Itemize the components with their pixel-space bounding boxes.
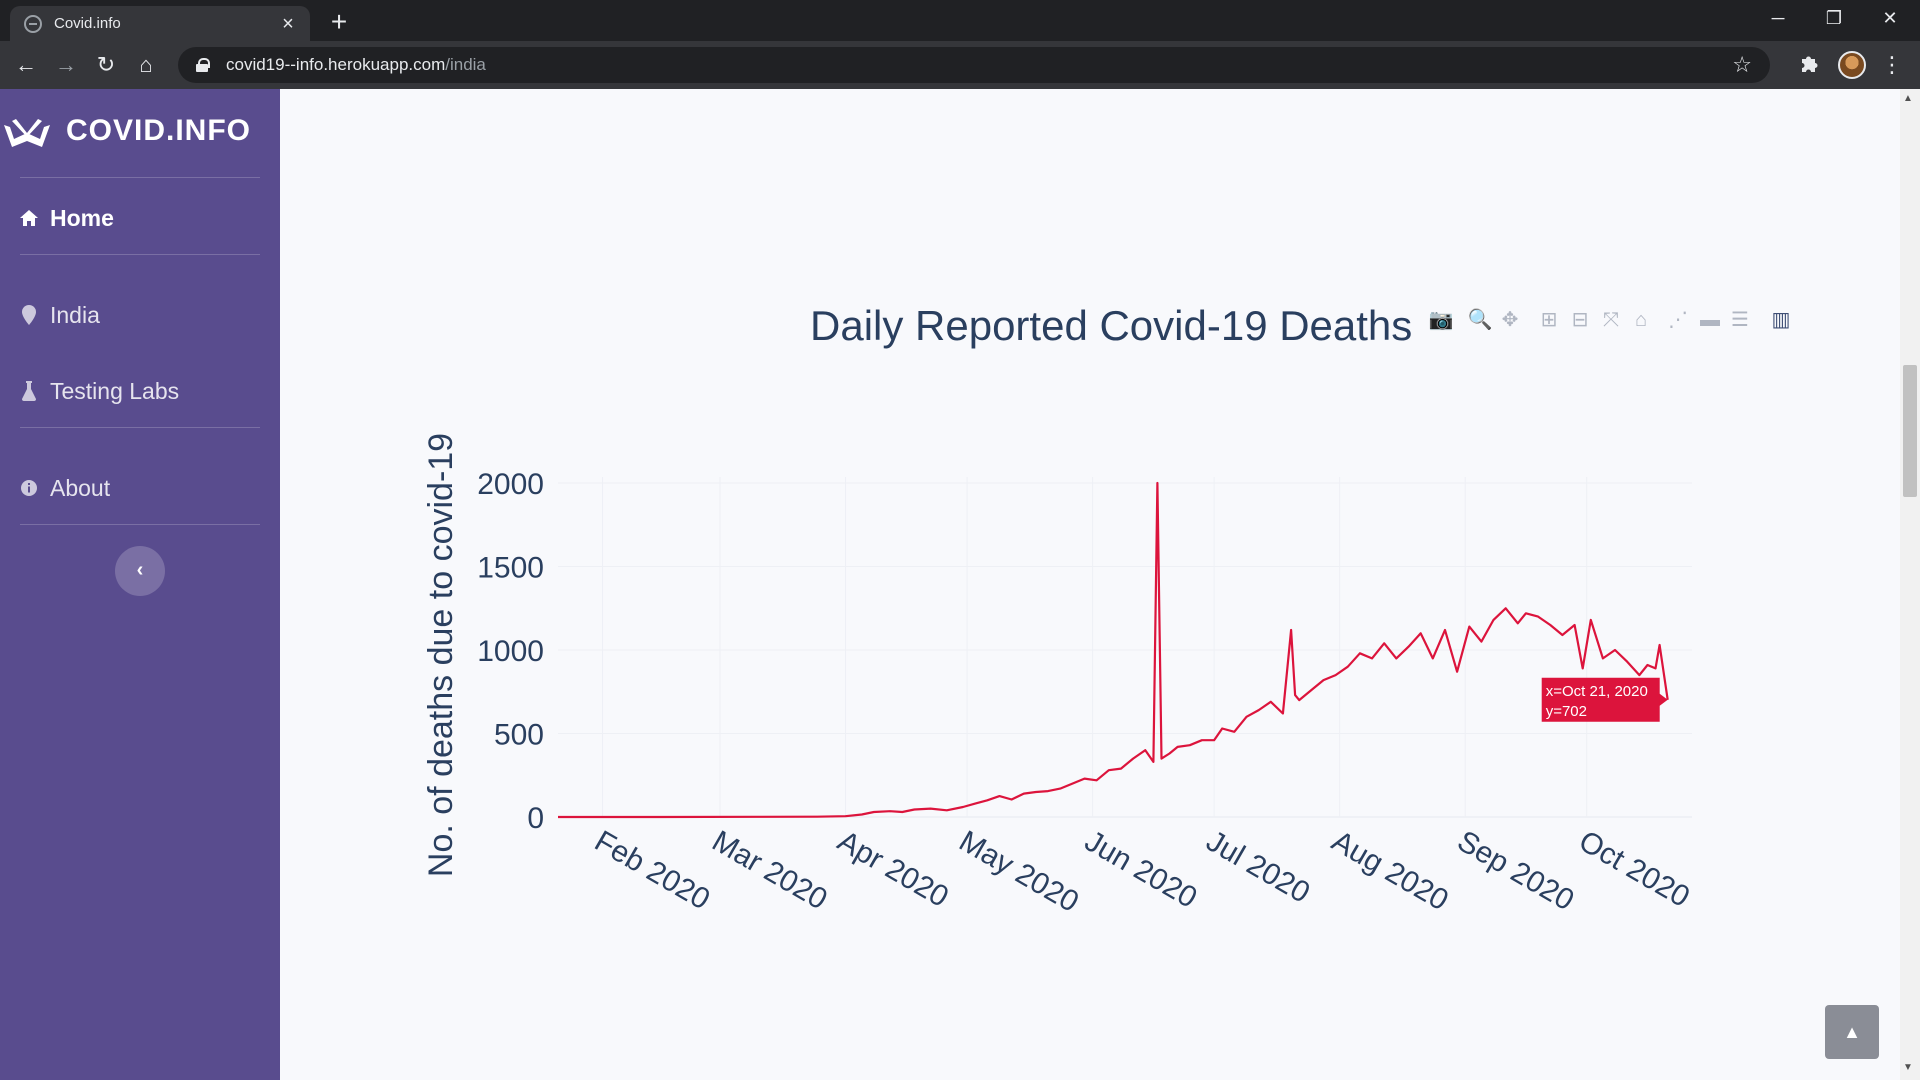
forward-arrow-icon[interactable]: → [55,52,77,77]
sidebar-item-home[interactable]: Home [18,198,114,238]
y-tick-label: 0 [527,802,544,835]
zoom-icon[interactable]: 🔍 [1467,309,1493,331]
scroll-down-arrow-icon[interactable]: ▼ [1903,1062,1913,1073]
reset-axes-icon[interactable]: ⌂ [1634,309,1648,331]
hover-compare-icon[interactable]: ☰ [1731,309,1749,331]
y-axis-label: No. of deaths due to covid-19 [422,433,460,877]
x-tick-label: May 2020 [954,824,1085,918]
x-tick-label: Feb 2020 [589,824,715,916]
sidebar-item-india[interactable]: India [18,295,100,335]
y-tick-label: 500 [494,719,544,752]
hover-closest-icon[interactable]: ▬ [1700,309,1720,331]
y-tick-label: 1500 [477,552,544,585]
x-tick-label: Jun 2020 [1079,824,1202,914]
scroll-to-top-button[interactable]: ▲ [1825,1005,1879,1059]
lock-icon [196,58,210,72]
new-tab-button[interactable]: + [330,6,348,37]
home-page-icon[interactable]: ⌂ [139,52,153,77]
chevron-up-icon: ▲ [1843,1022,1861,1042]
sidebar-divider [20,524,260,525]
reload-icon[interactable]: ↻ [96,52,116,77]
restore-icon[interactable]: ❐ [1825,8,1843,28]
scroll-up-arrow-icon[interactable]: ▲ [1903,93,1913,104]
sidebar-toggle-button[interactable]: ‹ [115,546,165,596]
tooltip-box [1541,677,1668,722]
sidebar-item-label: Testing Labs [50,377,180,404]
close-tab-icon[interactable]: × [282,12,294,35]
map-pin-icon [18,304,40,326]
url-path: /india [445,55,486,74]
sidebar-item-about[interactable]: About [18,468,110,508]
brand[interactable]: COVID.INFO [0,107,280,155]
zoom-out-icon[interactable]: ⊟ [1571,309,1589,331]
browser-tab-bar: Covid.info × + ─ ❐ ✕ [0,0,1920,41]
pan-icon[interactable]: ✥ [1501,309,1519,331]
sidebar-item-label: Home [50,204,114,231]
autoscale-icon[interactable]: ⤧ [1603,309,1619,331]
sidebar-divider [20,427,260,428]
sidebar-divider [20,254,260,255]
scrollbar-thumb[interactable] [1903,365,1917,497]
x-tick-label: Oct 2020 [1573,824,1695,913]
chevron-left-icon: ‹ [136,559,144,581]
x-tick-label: Mar 2020 [707,824,833,916]
home-icon [18,207,40,229]
zoom-in-icon[interactable]: ⊞ [1540,309,1558,331]
sidebar: COVID.INFO Home India Testing Labs [0,89,280,1080]
x-tick-label: Aug 2020 [1326,824,1454,917]
book-logo-icon [4,119,50,147]
url-host: covid19--info.herokuapp.com [226,55,446,74]
y-tick-labels: 0 500 1000 1500 2000 [477,468,544,835]
hover-tooltip: x=Oct 21, 2020 y=702 [1541,677,1668,722]
profile-avatar[interactable] [1838,51,1866,79]
sidebar-item-label: About [50,474,111,501]
address-bar[interactable]: covid19--info.herokuapp.com/india ☆ [178,47,1770,83]
sidebar-divider [20,177,260,178]
back-arrow-icon[interactable]: ← [15,52,37,77]
series-line-deaths [558,481,1669,819]
browser-tab[interactable]: Covid.info × [10,6,310,41]
browser-toolbar: ← → ↻ ⌂ covid19--info.herokuapp.com/indi… [0,41,1920,89]
extensions-puzzle-icon[interactable] [1797,53,1821,77]
spike-lines-icon[interactable]: ⋰ [1668,309,1688,331]
plotly-logo-icon[interactable]: ▥ [1771,309,1791,331]
window-close-icon[interactable]: ✕ [1882,8,1898,28]
bookmark-star-icon[interactable]: ☆ [1732,52,1752,77]
y-tick-label: 1000 [477,635,544,668]
camera-icon[interactable]: 📷 [1428,309,1454,331]
tab-title: Covid.info [54,15,121,32]
info-icon [18,477,40,499]
tooltip-x-text: x=Oct 21, 2020 [1546,683,1648,700]
globe-icon [24,14,42,33]
x-tick-label: Apr 2020 [832,824,954,913]
sidebar-item-testing-labs[interactable]: Testing Labs [18,371,179,411]
page-content: COVID.INFO Home India Testing Labs [0,89,1920,1080]
brand-name: COVID.INFO [66,114,252,147]
tooltip-y-text: y=702 [1546,703,1587,720]
minimize-icon[interactable]: ─ [1771,8,1785,28]
y-tick-label: 2000 [477,468,544,501]
more-menu-icon[interactable]: ⋮ [1881,52,1903,77]
sidebar-item-label: India [50,301,100,328]
chart-title: Daily Reported Covid-19 Deaths [810,302,1413,349]
flask-icon [18,380,40,402]
vertical-scrollbar[interactable] [1900,89,1920,1080]
x-tick-label: Jul 2020 [1201,824,1316,909]
x-tick-label: Sep 2020 [1452,824,1580,917]
